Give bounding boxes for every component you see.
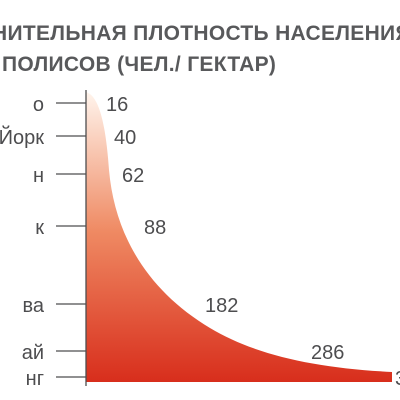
city-label-layer: о Йорк н к ва ай нг bbox=[0, 94, 45, 390]
city-label: Йорк bbox=[0, 125, 44, 149]
city-label: н bbox=[33, 165, 44, 187]
city-label: нг bbox=[26, 368, 44, 390]
chart-title-line-1: НИТЕЛЬНАЯ ПЛОТНОСТЬ НАСЕЛЕНИЯ bbox=[0, 22, 400, 45]
value-label: 88 bbox=[144, 217, 166, 239]
city-label: о bbox=[33, 94, 44, 116]
value-label: 62 bbox=[122, 165, 144, 187]
value-label-layer: 16 40 62 88 182 286 3 bbox=[106, 94, 400, 390]
value-label: 40 bbox=[114, 127, 136, 149]
tick-layer bbox=[56, 102, 86, 378]
value-label: 182 bbox=[205, 295, 238, 317]
value-label: 3 bbox=[395, 368, 400, 390]
density-area bbox=[86, 92, 392, 382]
chart-title-line-2: ПОЛИСОВ (ЧЕЛ./ ГЕКТАР) bbox=[2, 53, 277, 76]
city-label: к bbox=[35, 217, 44, 239]
value-label: 286 bbox=[311, 342, 344, 364]
city-label: ай bbox=[22, 342, 44, 364]
city-label: ва bbox=[22, 295, 44, 317]
value-label: 16 bbox=[106, 94, 128, 116]
